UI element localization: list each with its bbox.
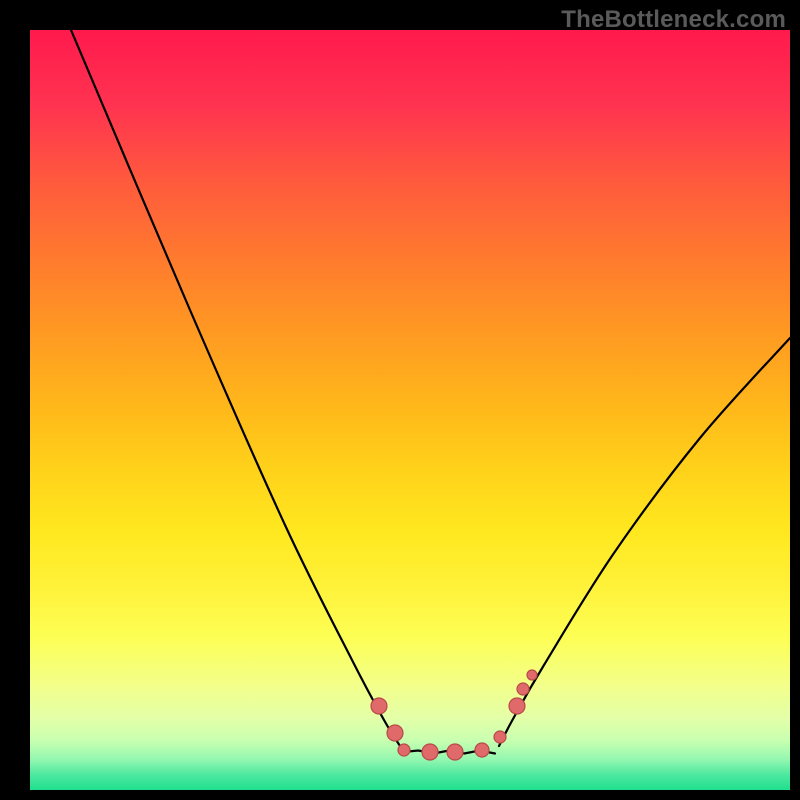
marker-dot bbox=[398, 744, 410, 756]
marker-dot bbox=[527, 670, 537, 680]
marker-dot bbox=[475, 743, 489, 757]
marker-dot bbox=[517, 683, 529, 695]
chart-stage: TheBottleneck.com bbox=[0, 0, 800, 800]
marker-dot bbox=[509, 698, 525, 714]
chart-svg bbox=[0, 0, 800, 800]
marker-dot bbox=[447, 744, 463, 760]
marker-dot bbox=[422, 744, 438, 760]
plot-area bbox=[30, 30, 790, 790]
marker-dot bbox=[387, 725, 403, 741]
marker-dot bbox=[371, 698, 387, 714]
watermark-text: TheBottleneck.com bbox=[561, 6, 786, 34]
marker-dot bbox=[494, 731, 506, 743]
